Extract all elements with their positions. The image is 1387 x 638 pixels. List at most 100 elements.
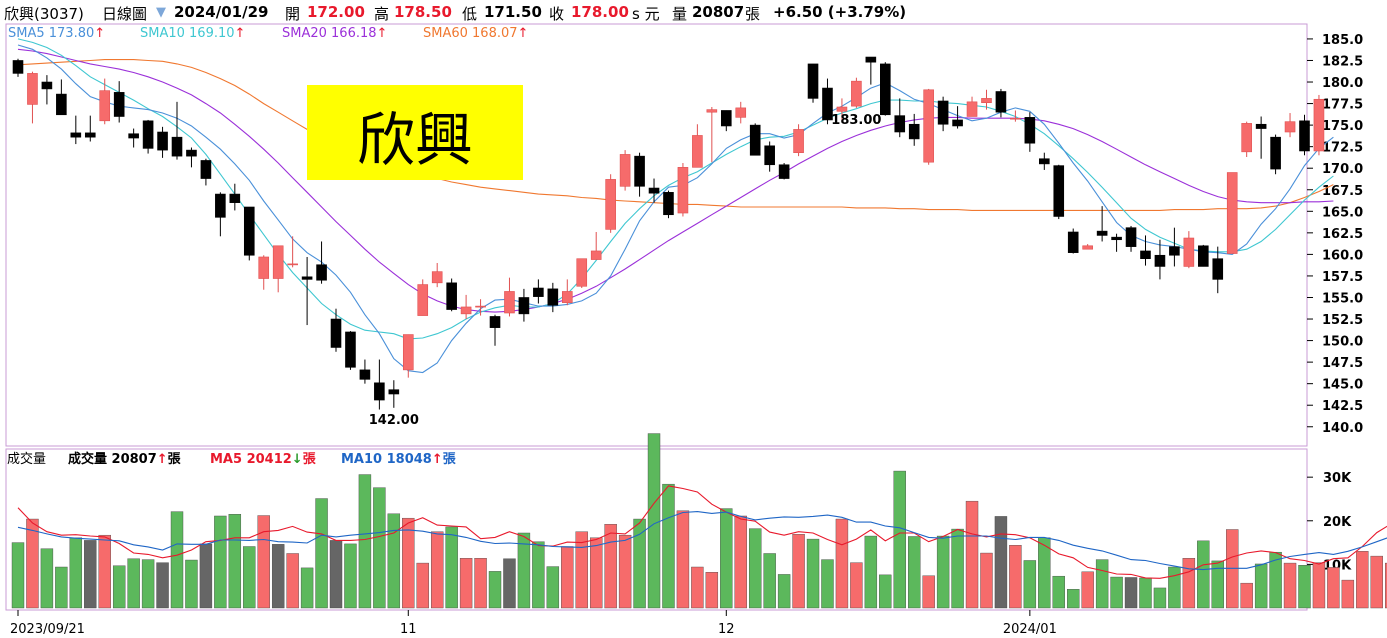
- candle: [1183, 231, 1195, 269]
- volume-bar: [257, 515, 270, 609]
- candle-body: [1313, 98, 1325, 152]
- sma5-line: [17, 44, 1334, 374]
- price-tick-label: 160.0: [1322, 248, 1363, 263]
- candle: [431, 263, 443, 288]
- candle: [908, 113, 920, 146]
- candle: [1226, 172, 1238, 254]
- volume-bar: [445, 526, 458, 609]
- volume-bar: [618, 534, 632, 609]
- candle: [995, 88, 1007, 118]
- chart-type-label[interactable]: 日線圖: [102, 5, 148, 23]
- candle: [894, 98, 906, 138]
- price-tick-label: 162.5: [1322, 227, 1363, 242]
- candle: [1169, 227, 1180, 267]
- open-value: 172.00: [307, 3, 365, 21]
- volume-bar: [1081, 571, 1094, 609]
- candle-body: [894, 115, 906, 133]
- chart-type-dropdown-icon[interactable]: ▼: [156, 5, 166, 20]
- volume-bar: [156, 562, 169, 609]
- volume-bar: [98, 534, 111, 609]
- sma10-arrow-up-icon: ↑: [234, 26, 246, 41]
- candle: [27, 71, 38, 124]
- candle: [272, 245, 284, 293]
- volume-bar: [1153, 587, 1167, 609]
- volume-bar: [1009, 545, 1022, 609]
- volume-bar: [908, 536, 921, 609]
- candle-body: [1299, 120, 1310, 152]
- candle: [966, 96, 978, 117]
- price-tick-label: 172.5: [1322, 141, 1363, 156]
- date-tick-label: 12: [718, 622, 735, 637]
- candle-body: [764, 145, 775, 166]
- volume-bar: [127, 558, 140, 609]
- volume-bar: [300, 567, 314, 609]
- price-tick-label: 167.5: [1322, 184, 1363, 199]
- price-tick-label: 157.5: [1322, 270, 1363, 285]
- candle-body: [561, 291, 573, 303]
- candle: [402, 334, 414, 378]
- price-tick-label: 165.0: [1322, 205, 1363, 220]
- candle: [157, 126, 168, 158]
- volume-bar: [662, 483, 675, 609]
- candle: [12, 58, 24, 77]
- volume-bar: [329, 540, 343, 609]
- candle-body: [807, 63, 819, 99]
- volume-bar: [228, 514, 242, 609]
- candle: [1024, 112, 1036, 152]
- volume-bar: [474, 558, 487, 609]
- candle-body: [1140, 250, 1151, 260]
- volume-bar: [749, 528, 762, 609]
- candle-body: [966, 101, 978, 117]
- date-tick-label: 2024/01: [1003, 622, 1057, 637]
- candle: [84, 115, 96, 142]
- volume-bar: [561, 546, 574, 609]
- candle-body: [1096, 230, 1108, 236]
- candle-body: [402, 334, 414, 371]
- candle-body: [186, 149, 197, 157]
- price-tick-label: 147.5: [1322, 356, 1363, 371]
- candle: [822, 78, 833, 125]
- volume-bar: [1312, 562, 1326, 609]
- candle: [937, 96, 949, 132]
- candle: [215, 192, 226, 237]
- candle: [301, 256, 313, 326]
- candle: [1212, 246, 1224, 294]
- candle-body: [431, 271, 443, 284]
- stock-name-overlay: 欣興: [357, 106, 473, 174]
- candle-body: [301, 276, 313, 280]
- volume-bar: [864, 535, 878, 609]
- sma20-line: [17, 48, 1334, 313]
- volume-legend-value: 成交量 20807↑張: [68, 451, 182, 467]
- candle: [417, 279, 429, 316]
- candle-body: [518, 297, 530, 315]
- candle-body: [41, 81, 53, 90]
- sma10-legend: SMA10 169.10↑: [140, 26, 246, 41]
- volume-ma10-line: [17, 511, 1387, 571]
- candle-body: [995, 91, 1007, 113]
- sma20-legend: SMA20 166.18↑: [282, 26, 388, 41]
- candle-body: [460, 306, 472, 315]
- volume-bar: [1327, 567, 1340, 609]
- candle: [388, 380, 400, 408]
- candle-body: [1270, 136, 1281, 170]
- candle: [56, 79, 67, 116]
- quote-date: 2024/01/29: [174, 3, 269, 21]
- close-label: 收: [549, 5, 565, 23]
- candle: [460, 294, 472, 320]
- stock-name[interactable]: 欣興(3037): [4, 5, 84, 23]
- candle: [128, 128, 139, 148]
- candle-body: [200, 160, 212, 179]
- candle-body: [272, 245, 284, 279]
- volume-bar: [402, 517, 415, 609]
- volume-bar: [1283, 562, 1297, 609]
- candle-body: [1169, 246, 1180, 256]
- volume-bar: [763, 553, 776, 609]
- price-tick-label: 177.5: [1322, 98, 1363, 113]
- volume-bar: [806, 538, 820, 609]
- price-tick-label: 152.5: [1322, 313, 1363, 328]
- volume-tick-label: 20K: [1323, 515, 1352, 530]
- volume-bar: [546, 566, 560, 609]
- volume-label: 量: [672, 5, 688, 23]
- candle: [576, 258, 588, 289]
